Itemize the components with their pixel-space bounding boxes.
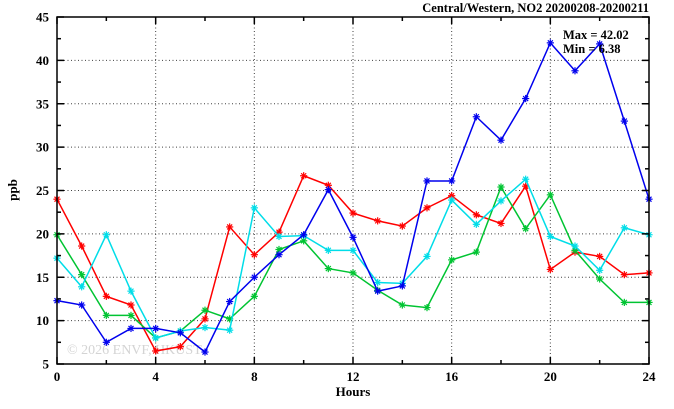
y-tick-label: 20 bbox=[36, 226, 49, 241]
plot-frame bbox=[56, 16, 650, 365]
x-tick-label: 24 bbox=[643, 369, 657, 384]
x-tick-label: 16 bbox=[445, 369, 459, 384]
y-tick-label: 40 bbox=[36, 53, 49, 68]
x-tick-label: 4 bbox=[152, 369, 159, 384]
x-axis-label: Hours bbox=[336, 384, 371, 399]
y-tick-label: 30 bbox=[36, 140, 49, 155]
max-annotation: Max = 42.02 bbox=[563, 28, 629, 42]
y-tick-label: 45 bbox=[36, 10, 50, 25]
x-tick-label: 0 bbox=[54, 369, 61, 384]
tick-labels: 5 10 15 20 25 30 35 40 45 0 4 8 12 16 20 24 bbox=[36, 10, 656, 385]
min-annotation: Min = 6.38 bbox=[563, 42, 620, 56]
y-tick-label: 15 bbox=[36, 270, 50, 285]
y-tick-label: 25 bbox=[36, 183, 50, 198]
chart-title: Central/Western, NO2 20200208-20200211 bbox=[422, 1, 649, 15]
y-axis-label: ppb bbox=[5, 179, 20, 201]
y-tick-label: 5 bbox=[43, 357, 50, 372]
gridlines bbox=[57, 17, 649, 364]
watermark-text: © 2026 ENVF, HKUST bbox=[67, 343, 202, 358]
data-series bbox=[53, 39, 653, 356]
x-tick-label: 12 bbox=[347, 369, 360, 384]
y-tick-label: 35 bbox=[36, 96, 50, 111]
y-tick-label: 10 bbox=[36, 313, 49, 328]
x-tick-label: 8 bbox=[251, 369, 258, 384]
x-tick-label: 20 bbox=[544, 369, 557, 384]
